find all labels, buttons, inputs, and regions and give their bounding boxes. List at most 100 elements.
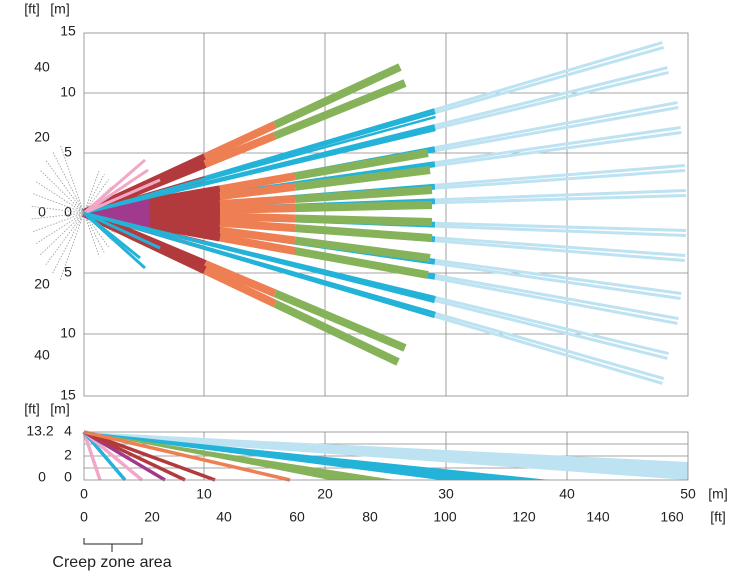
beam: [219, 172, 296, 194]
axis-label: 40: [216, 509, 232, 525]
axis-label: 30: [438, 486, 454, 502]
side-band: [84, 432, 395, 480]
creep-line: [59, 169, 100, 280]
axis-label: 15: [60, 387, 76, 403]
creep-zone-label: Creep zone area: [52, 554, 171, 571]
unit-label: [ft]: [24, 401, 40, 417]
beam: [294, 236, 431, 262]
axis-label: 50: [680, 486, 696, 502]
unit-label: [ft]: [710, 509, 726, 525]
beam: [149, 220, 221, 242]
side-beam: [82, 430, 144, 482]
side-band: [84, 432, 688, 480]
beam: [294, 214, 433, 226]
axis-label: 0: [64, 469, 72, 485]
axis-label: 40: [559, 486, 575, 502]
beam: [219, 182, 296, 201]
beam: [219, 218, 296, 233]
unit-label: [ft]: [24, 1, 40, 17]
unit-label: [m]: [708, 486, 727, 502]
beam: [435, 273, 679, 321]
beam: [435, 45, 665, 115]
beam: [83, 178, 161, 215]
beam: [203, 131, 277, 168]
beam: [435, 130, 682, 168]
axis-label: 20: [144, 509, 160, 525]
beam: [83, 158, 146, 215]
axis-label: 120: [512, 509, 536, 525]
axis-label: 0: [80, 486, 88, 502]
axis-label: 40: [34, 59, 50, 75]
beam: [294, 186, 433, 204]
beam: [294, 149, 429, 181]
beam: [149, 213, 221, 227]
beam: [435, 221, 687, 233]
axis-label: 140: [586, 509, 610, 525]
beams: [31, 33, 688, 482]
beam: [435, 193, 687, 205]
beam: [83, 211, 141, 260]
beam: [435, 236, 686, 258]
axis-label: 60: [289, 509, 305, 525]
beam: [273, 79, 407, 140]
axis-label: 10: [60, 84, 76, 100]
axis-label: 4: [64, 423, 72, 439]
axis-label: 10: [196, 486, 212, 502]
beam: [83, 211, 435, 304]
axis-label: 80: [362, 509, 378, 525]
axis-label: 0: [80, 509, 88, 525]
beam: [294, 166, 431, 191]
creep-bracket: [83, 538, 143, 552]
axis-label: 100: [433, 509, 457, 525]
beam: [434, 101, 678, 150]
side-beam: [82, 430, 127, 482]
beam: [83, 168, 149, 215]
axis-label: 20: [34, 129, 50, 145]
beam: [434, 298, 668, 360]
beam: [219, 226, 296, 245]
beam: [434, 66, 668, 128]
beam: [434, 261, 681, 300]
creep-line: [52, 152, 105, 253]
beam: [203, 266, 277, 308]
beam: [434, 239, 685, 262]
beam: [203, 121, 277, 161]
side-beam: [83, 430, 216, 482]
axis-label: 160: [660, 509, 684, 525]
axis-label: 20: [317, 486, 333, 502]
axis-label: 13.2: [26, 423, 53, 439]
creep-line: [60, 145, 100, 257]
creep-line: [52, 173, 105, 274]
beam: [434, 224, 686, 237]
beam: [294, 247, 429, 279]
beam: [83, 211, 161, 250]
beam: [434, 276, 678, 325]
beam: [434, 41, 663, 112]
unit-label: [m]: [50, 401, 69, 417]
beam: [273, 300, 400, 366]
axis-label: 5: [64, 264, 72, 280]
beam: [83, 211, 435, 319]
creep-line: [45, 179, 110, 265]
beam: [83, 115, 436, 215]
beam: [83, 128, 436, 215]
axis-label: 5: [64, 144, 72, 160]
beam: [149, 192, 221, 209]
side-band: [84, 432, 550, 480]
beam: [219, 233, 296, 255]
axis-label: 15: [60, 23, 76, 39]
beam: [294, 201, 433, 213]
beam: [434, 126, 681, 165]
side-view-frame: [83, 431, 689, 481]
beam: [435, 311, 665, 381]
side-beam: [83, 430, 291, 482]
unit-label: [m]: [50, 1, 69, 17]
axis-label: 0: [38, 469, 46, 485]
beam: [435, 258, 682, 296]
axis-label: 0: [64, 204, 72, 220]
beam: [273, 289, 407, 352]
side-beam: [82, 431, 102, 481]
beam: [434, 189, 686, 202]
beam: [273, 63, 402, 129]
